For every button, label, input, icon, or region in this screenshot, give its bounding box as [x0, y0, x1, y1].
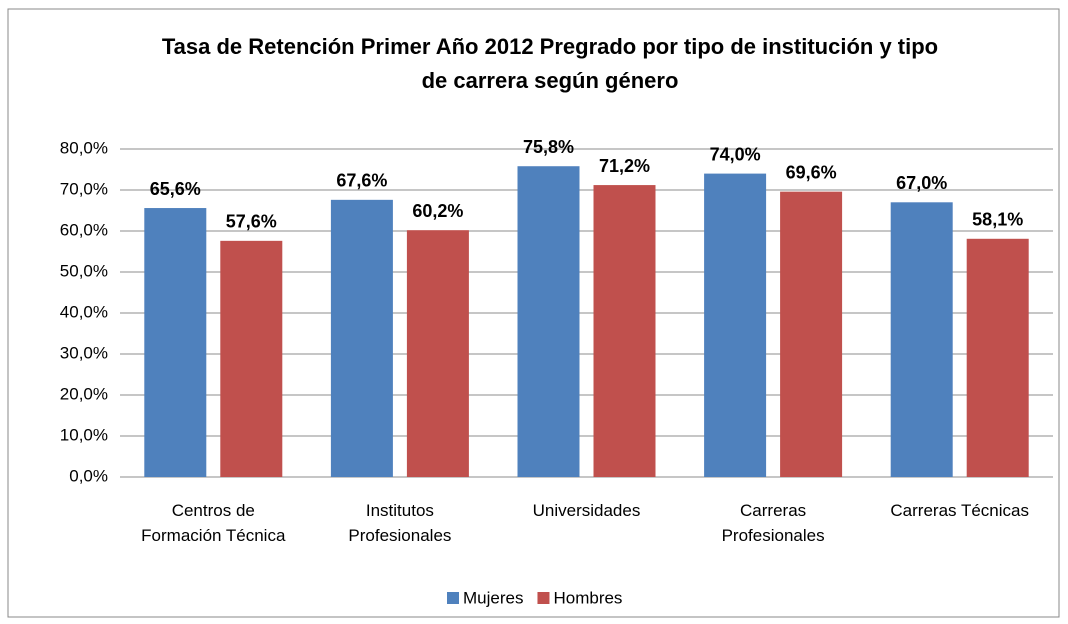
data-label: 67,6% [336, 171, 387, 191]
bar [406, 230, 469, 477]
x-tick-label: Institutos Profesionales [348, 501, 451, 545]
bar [517, 166, 580, 477]
y-tick-label: 40,0% [60, 302, 108, 321]
bar [704, 173, 767, 477]
x-tick-label: Carreras Profesionales [722, 501, 825, 545]
data-label: 71,2% [599, 156, 650, 176]
bar [220, 240, 283, 477]
data-label: 69,6% [786, 162, 837, 182]
chart-title: Tasa de Retención Primer Año 2012 Pregra… [162, 34, 938, 93]
y-tick-label: 10,0% [60, 425, 108, 444]
y-tick-label: 30,0% [60, 343, 108, 362]
x-tick-label: Centros de Formación Técnica [141, 501, 286, 545]
legend-label: Mujeres [463, 588, 523, 607]
y-tick-label: 50,0% [60, 261, 108, 280]
data-label: 65,6% [150, 179, 201, 199]
data-label: 58,1% [972, 210, 1023, 230]
legend-label: Hombres [553, 588, 622, 607]
y-tick-label: 0,0% [69, 466, 108, 485]
legend-swatch [537, 592, 550, 604]
data-label: 57,6% [226, 212, 277, 232]
bar [144, 208, 207, 478]
data-label: 74,0% [710, 144, 761, 164]
legend-swatch [447, 592, 459, 604]
y-tick-label: 20,0% [60, 384, 108, 403]
bar [780, 191, 843, 477]
data-label: 60,2% [412, 201, 463, 221]
bar [593, 185, 656, 477]
x-tick-label: Carreras Técnicas [890, 501, 1029, 520]
y-tick-label: 80,0% [60, 138, 108, 157]
x-tick-label: Universidades [533, 501, 641, 520]
data-label: 67,0% [896, 173, 947, 193]
data-label: 75,8% [523, 137, 574, 157]
bar [330, 199, 393, 477]
y-tick-label: 70,0% [60, 179, 108, 198]
y-tick-label: 60,0% [60, 220, 108, 239]
bar [890, 202, 953, 478]
bar [966, 238, 1029, 477]
